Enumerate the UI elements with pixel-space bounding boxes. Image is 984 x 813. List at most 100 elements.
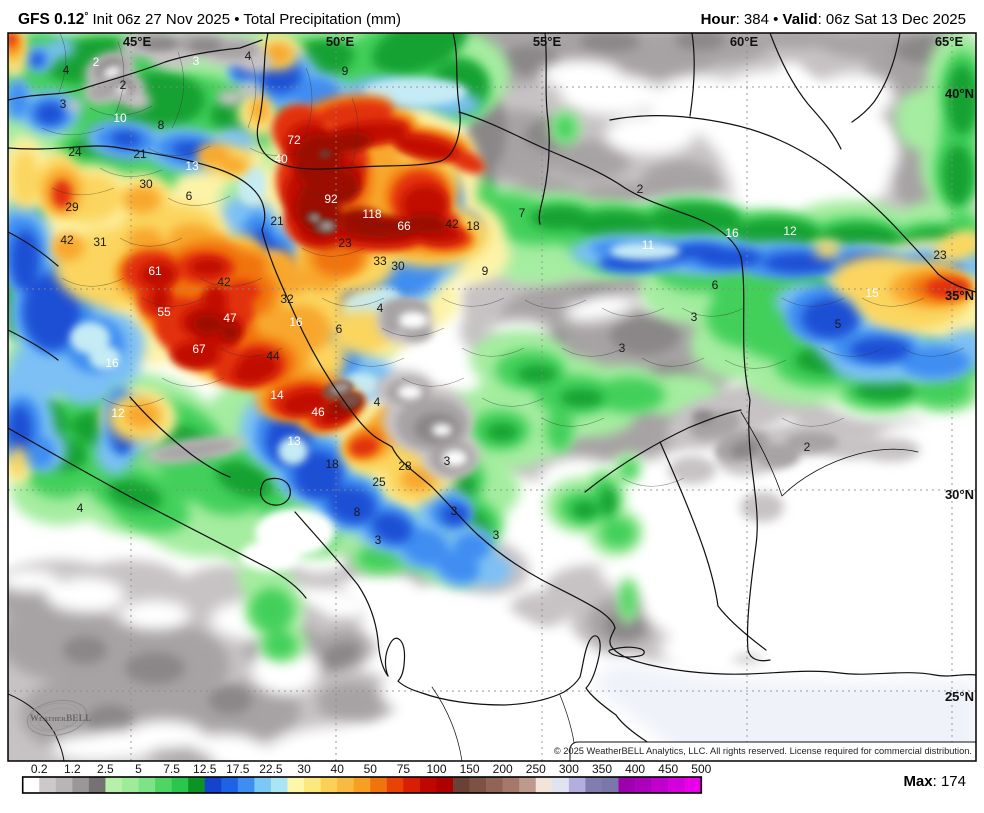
svg-text:11: 11	[642, 238, 655, 252]
svg-text:25°N: 25°N	[945, 689, 974, 704]
svg-text:42: 42	[60, 233, 74, 247]
svg-text:32: 32	[280, 292, 294, 306]
svg-text:2: 2	[637, 182, 644, 196]
svg-text:21: 21	[270, 214, 284, 228]
svg-text:15: 15	[865, 286, 879, 300]
svg-text:GFS 0.12° Init 06z 27 Nov 2025: GFS 0.12° Init 06z 27 Nov 2025 • Total P…	[18, 11, 401, 28]
svg-text:2: 2	[804, 440, 811, 454]
svg-text:6: 6	[336, 322, 343, 336]
svg-text:60°E: 60°E	[730, 34, 759, 49]
svg-text:4: 4	[377, 301, 384, 315]
svg-text:4: 4	[63, 63, 70, 77]
svg-text:23: 23	[338, 236, 352, 250]
svg-text:6: 6	[186, 189, 193, 203]
svg-text:23: 23	[933, 248, 947, 262]
svg-text:3: 3	[493, 528, 500, 542]
svg-text:300: 300	[559, 762, 579, 776]
svg-text:16: 16	[725, 226, 739, 240]
svg-text:Analytics LLC: Analytics LLC	[62, 724, 81, 728]
svg-text:42: 42	[217, 275, 231, 289]
svg-text:25: 25	[372, 475, 386, 489]
svg-text:500: 500	[691, 762, 711, 776]
svg-text:12: 12	[111, 406, 125, 420]
svg-text:31: 31	[93, 235, 107, 249]
svg-text:13: 13	[287, 434, 301, 448]
svg-text:© 2025 WeatherBELL Analytics,: © 2025 WeatherBELL Analytics, LLC. All r…	[554, 746, 972, 756]
svg-text:5: 5	[835, 317, 842, 331]
svg-text:42: 42	[445, 217, 459, 231]
svg-text:350: 350	[592, 762, 612, 776]
svg-text:67: 67	[192, 342, 206, 356]
svg-text:4: 4	[245, 49, 252, 63]
svg-text:Max: 174: Max: 174	[903, 773, 966, 790]
svg-text:4: 4	[77, 501, 84, 515]
svg-text:5: 5	[135, 762, 142, 776]
svg-text:6: 6	[712, 278, 719, 292]
svg-text:24: 24	[68, 145, 82, 159]
svg-text:WEATHERBELL: WEATHERBELL	[30, 713, 91, 724]
svg-text:30: 30	[297, 762, 311, 776]
svg-text:17.5: 17.5	[226, 762, 250, 776]
svg-text:18: 18	[325, 457, 339, 471]
svg-text:47: 47	[223, 311, 237, 325]
svg-text:2: 2	[93, 55, 100, 69]
svg-text:30: 30	[139, 177, 153, 191]
svg-text:92: 92	[324, 192, 338, 206]
svg-text:3: 3	[451, 504, 458, 518]
svg-text:55: 55	[157, 305, 171, 319]
svg-text:30°N: 30°N	[945, 487, 974, 502]
svg-text:50°E: 50°E	[326, 34, 355, 49]
svg-text:118: 118	[362, 207, 381, 221]
svg-text:30: 30	[391, 259, 405, 273]
svg-text:33: 33	[373, 254, 387, 268]
svg-text:66: 66	[397, 219, 411, 233]
svg-text:21: 21	[133, 147, 147, 161]
svg-text:8: 8	[354, 505, 361, 519]
svg-text:4: 4	[374, 395, 381, 409]
svg-text:8: 8	[158, 118, 165, 132]
svg-text:3: 3	[444, 454, 451, 468]
svg-text:55°E: 55°E	[533, 34, 562, 49]
svg-text:16: 16	[289, 315, 303, 329]
svg-text:2.5: 2.5	[97, 762, 114, 776]
svg-text:150: 150	[460, 762, 480, 776]
svg-text:250: 250	[526, 762, 546, 776]
svg-text:9: 9	[482, 264, 489, 278]
svg-text:1.2: 1.2	[64, 762, 81, 776]
svg-text:35°N: 35°N	[945, 288, 974, 303]
svg-text:10: 10	[113, 111, 127, 125]
svg-text:3: 3	[619, 341, 626, 355]
svg-text:18: 18	[466, 219, 480, 233]
svg-text:16: 16	[105, 356, 119, 370]
svg-text:13: 13	[185, 159, 199, 173]
svg-text:46: 46	[311, 405, 325, 419]
svg-text:61: 61	[148, 264, 162, 278]
svg-text:29: 29	[65, 200, 79, 214]
svg-text:3: 3	[691, 310, 698, 324]
svg-text:12: 12	[783, 224, 797, 238]
svg-text:Hour: 384 • Valid: 06z Sat 13: Hour: 384 • Valid: 06z Sat 13 Dec 2025	[701, 11, 966, 28]
svg-text:72: 72	[287, 133, 301, 147]
svg-text:7: 7	[519, 206, 526, 220]
svg-text:12.5: 12.5	[193, 762, 217, 776]
svg-text:45°E: 45°E	[123, 34, 152, 49]
svg-text:75: 75	[397, 762, 411, 776]
svg-text:3: 3	[375, 533, 382, 547]
svg-text:50: 50	[364, 762, 378, 776]
svg-text:28: 28	[398, 459, 412, 473]
svg-text:400: 400	[625, 762, 645, 776]
svg-text:0.2: 0.2	[31, 762, 48, 776]
svg-text:22.5: 22.5	[259, 762, 283, 776]
svg-text:65°E: 65°E	[935, 34, 964, 49]
svg-text:44: 44	[266, 349, 280, 363]
svg-text:3: 3	[193, 54, 200, 68]
svg-text:2: 2	[120, 78, 127, 92]
svg-text:40: 40	[274, 152, 288, 166]
svg-text:450: 450	[658, 762, 678, 776]
svg-text:9: 9	[342, 64, 349, 78]
svg-text:14: 14	[270, 388, 284, 402]
svg-text:100: 100	[426, 762, 446, 776]
svg-text:7.5: 7.5	[163, 762, 180, 776]
svg-text:40°N: 40°N	[945, 86, 974, 101]
svg-text:40: 40	[331, 762, 345, 776]
